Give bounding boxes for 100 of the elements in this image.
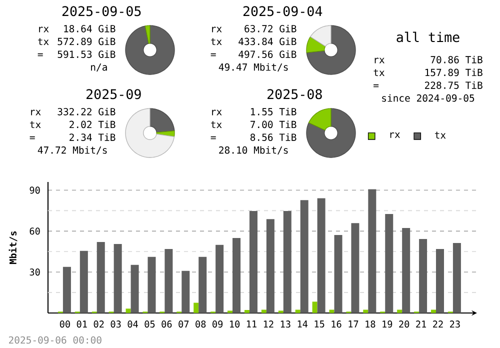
x-tick-label: 02 <box>94 320 104 328</box>
bar <box>397 310 402 313</box>
text: tx <box>211 121 222 128</box>
x-tick-label: 11 <box>246 320 256 328</box>
bar <box>130 264 139 313</box>
y-axis-title: Mbit/s <box>8 231 18 264</box>
legend-label: tx <box>434 132 446 139</box>
x-tick-label: 19 <box>382 320 392 328</box>
bar <box>283 211 292 313</box>
text: = <box>38 53 43 56</box>
text: tx <box>374 69 384 76</box>
bar <box>244 310 250 313</box>
text: 2025-09-06 00:00 <box>9 336 102 344</box>
text: since 2024-09-05 <box>382 94 474 102</box>
text: 49.47 Mbit/s <box>218 63 288 72</box>
bar <box>295 310 300 313</box>
text: 591.53 GiB <box>58 50 116 58</box>
text: 47.72 Mbit/s <box>38 146 107 155</box>
x-tick-label: 16 <box>332 320 342 328</box>
text: 8.56 TiB <box>250 133 296 141</box>
x-tick-label: 06 <box>162 320 172 328</box>
text: n/a <box>91 64 107 72</box>
x-tick-label: 12 <box>264 320 274 328</box>
x-tick-label: 14 <box>298 320 308 328</box>
bar <box>312 302 318 313</box>
text: tx <box>38 38 49 46</box>
text: 157.89 TiB <box>425 68 482 76</box>
x-tick-label: 03 <box>110 320 121 328</box>
bar <box>402 228 410 313</box>
y-tick-label: 60 <box>30 228 40 235</box>
chart-title: 2025-09-05 <box>62 6 141 16</box>
bar <box>430 310 436 313</box>
text: 228.75 TiB <box>425 81 482 89</box>
bar <box>62 266 71 313</box>
text: 1.55 TiB <box>251 108 296 116</box>
bar <box>194 302 199 313</box>
bar <box>249 211 258 313</box>
bar <box>198 256 207 313</box>
bar <box>300 200 308 313</box>
text: 332.22 GiB <box>58 108 116 116</box>
bar <box>164 248 173 313</box>
text: rx <box>212 110 222 116</box>
bar <box>452 242 461 313</box>
x-tick-label: 08 <box>196 320 206 328</box>
y-tick-label: 90 <box>30 186 40 194</box>
text: rx <box>212 26 222 32</box>
bar <box>182 270 190 313</box>
chart-title: 2025-09 <box>86 89 141 100</box>
bar <box>334 234 342 313</box>
text: tx <box>30 121 41 128</box>
text: 2.02 TiB <box>70 120 116 128</box>
legend-label: rx <box>390 132 400 138</box>
text: tx <box>211 38 222 46</box>
bar <box>126 308 131 313</box>
bar <box>216 244 224 313</box>
bar <box>363 310 368 313</box>
bar <box>96 242 105 313</box>
bar <box>351 223 360 313</box>
text: rx <box>31 110 41 116</box>
bar <box>329 310 334 313</box>
x-tick-label: 13 <box>280 320 290 328</box>
text: rx <box>39 26 49 32</box>
bar <box>261 310 266 313</box>
bar <box>419 239 428 313</box>
bar <box>232 238 241 313</box>
text: 572.89 GiB <box>58 38 116 46</box>
x-tick-label: 01 <box>76 320 87 328</box>
text: 63.72 GiB <box>244 24 296 32</box>
x-tick-label: 00 <box>60 320 70 328</box>
x-tick-label: 17 <box>348 320 358 328</box>
bar <box>317 198 326 313</box>
text: all time <box>396 32 460 42</box>
bar <box>385 214 394 313</box>
x-tick-label: 07 <box>178 320 189 328</box>
x-tick-label: 20 <box>399 320 410 328</box>
bar <box>436 248 444 313</box>
chart-title: 2025-09-04 <box>243 6 322 16</box>
bar <box>368 189 376 313</box>
x-tick-label: 10 <box>230 320 240 328</box>
text: 433.84 GiB <box>238 38 296 46</box>
chart-title: 2025-08 <box>268 89 322 100</box>
bar <box>80 250 88 313</box>
x-tick-label: 18 <box>366 320 376 328</box>
x-tick-label: 04 <box>128 320 138 328</box>
x-tick-label: 22 <box>433 320 443 328</box>
x-tick-label: 23 <box>450 320 460 328</box>
y-tick-label: 30 <box>30 268 40 276</box>
x-tick-label: 15 <box>314 320 324 328</box>
text: = <box>210 53 216 56</box>
text: 7.00 TiB <box>250 120 296 128</box>
bar <box>114 244 122 313</box>
text: 28.10 Mbit/s <box>219 146 288 155</box>
text: 18.64 GiB <box>64 24 116 32</box>
text: 2.34 TiB <box>70 133 116 141</box>
bar <box>148 256 156 313</box>
x-tick-label: 09 <box>212 320 223 328</box>
text: rx <box>374 58 384 64</box>
x-tick-label: 05 <box>144 320 155 328</box>
text: 70.86 TiB <box>430 56 482 64</box>
x-tick-label: 21 <box>416 320 426 328</box>
